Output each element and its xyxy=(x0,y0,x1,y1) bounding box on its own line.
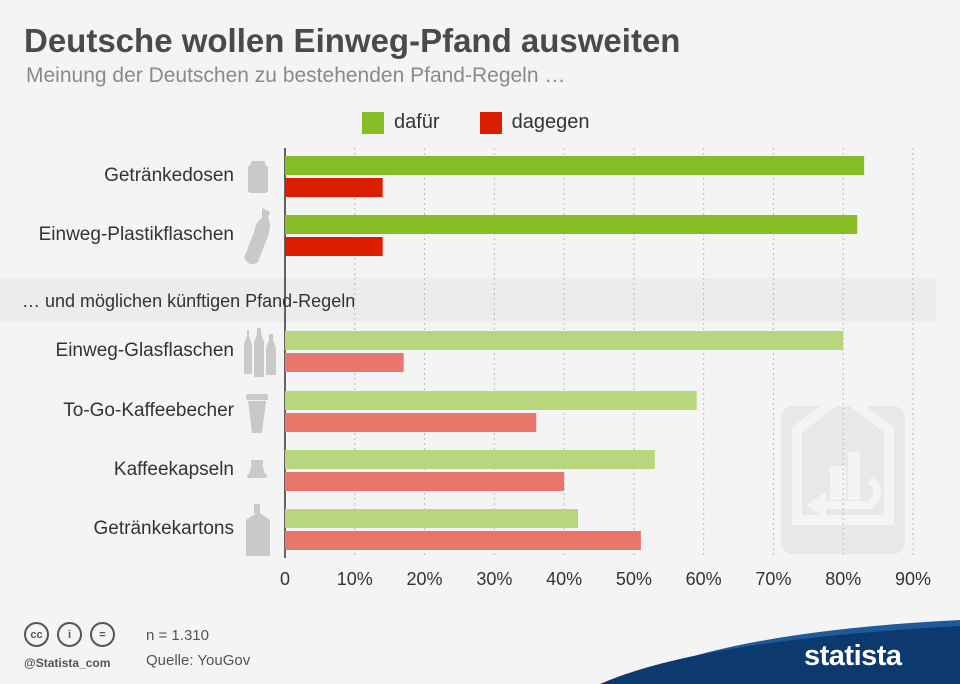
cc-license-icons: cc i = xyxy=(24,622,123,647)
statista-logo[interactable]: statista xyxy=(804,640,902,672)
category-label: To-Go-Kaffeebecher xyxy=(63,400,234,421)
beverage-carton-icon xyxy=(246,504,270,556)
category-label: Einweg-Plastikflaschen xyxy=(39,224,234,245)
cc-icon: cc xyxy=(24,622,49,647)
legend: dafür dagegen xyxy=(362,111,629,134)
x-tick-label: 80% xyxy=(825,569,861,589)
x-tick-label: 30% xyxy=(476,569,512,589)
bar-dafur xyxy=(285,156,865,175)
bar-dafur xyxy=(285,509,579,528)
bar-dafur xyxy=(285,450,655,469)
bar-dagegen xyxy=(285,531,641,550)
bar-dafur xyxy=(285,215,858,234)
bar-dagegen xyxy=(285,472,565,491)
coffee-cup-icon xyxy=(246,394,268,433)
bar-dagegen xyxy=(285,353,404,372)
category-label: Kaffeekapseln xyxy=(114,459,234,480)
x-tick-label: 60% xyxy=(686,569,722,589)
x-axis-ticks: 0 10% 20% 30% 40% 50% 60% 70% 80% 90% xyxy=(280,569,931,589)
can-icon xyxy=(248,161,268,193)
plastic-bottle-icon xyxy=(244,208,270,265)
legend-item-dafur: dafür xyxy=(362,111,440,134)
bar-dafur xyxy=(285,391,697,410)
footer: cc i = @Statista_com n = 1.310 Quelle: Y… xyxy=(0,612,960,684)
x-tick-label: 50% xyxy=(616,569,652,589)
bar-dagegen xyxy=(285,237,383,256)
no-derivatives-icon: = xyxy=(90,622,115,647)
category-labels: Getränkedosen Einweg-Plastikflaschen Einwe… xyxy=(39,165,235,539)
section-future-label: … und möglichen künftigen Pfand-Regeln xyxy=(22,291,356,311)
x-tick-label: 0 xyxy=(280,569,290,589)
x-tick-label: 20% xyxy=(407,569,443,589)
category-label: Getränkekartons xyxy=(94,518,234,539)
legend-label-dagegen: dagegen xyxy=(511,111,590,133)
category-label: Einweg-Glasflaschen xyxy=(56,340,234,361)
attribution-icon: i xyxy=(57,622,82,647)
x-tick-label: 10% xyxy=(337,569,373,589)
statista-handle: @Statista_com xyxy=(24,656,111,670)
bar-dafur xyxy=(285,331,844,350)
chart-title: Deutsche wollen Einweg-Pfand ausweiten xyxy=(24,22,681,59)
sample-size: n = 1.310 xyxy=(146,627,209,644)
legend-swatch-dafur xyxy=(362,111,384,134)
x-tick-label: 40% xyxy=(546,569,582,589)
legend-item-dagegen: dagegen xyxy=(479,111,590,134)
coffee-capsule-icon xyxy=(247,460,267,478)
glass-bottles-icon xyxy=(244,328,276,377)
section-future-header: … und möglichen künftigen Pfand-Regeln xyxy=(0,278,936,322)
bar-dagegen xyxy=(285,178,383,197)
bars xyxy=(285,156,865,550)
footer-wave xyxy=(600,620,960,684)
category-label: Getränkedosen xyxy=(104,165,234,186)
x-tick-label: 90% xyxy=(895,569,931,589)
x-tick-label: 70% xyxy=(755,569,791,589)
legend-label-dafur: dafür xyxy=(394,111,440,133)
category-icons xyxy=(244,161,276,556)
legend-swatch-dagegen xyxy=(479,111,502,134)
source: Quelle: YouGov xyxy=(146,652,251,669)
chart-subtitle: Meinung der Deutschen zu bestehenden Pfa… xyxy=(26,64,566,87)
bar-dagegen xyxy=(285,413,537,432)
